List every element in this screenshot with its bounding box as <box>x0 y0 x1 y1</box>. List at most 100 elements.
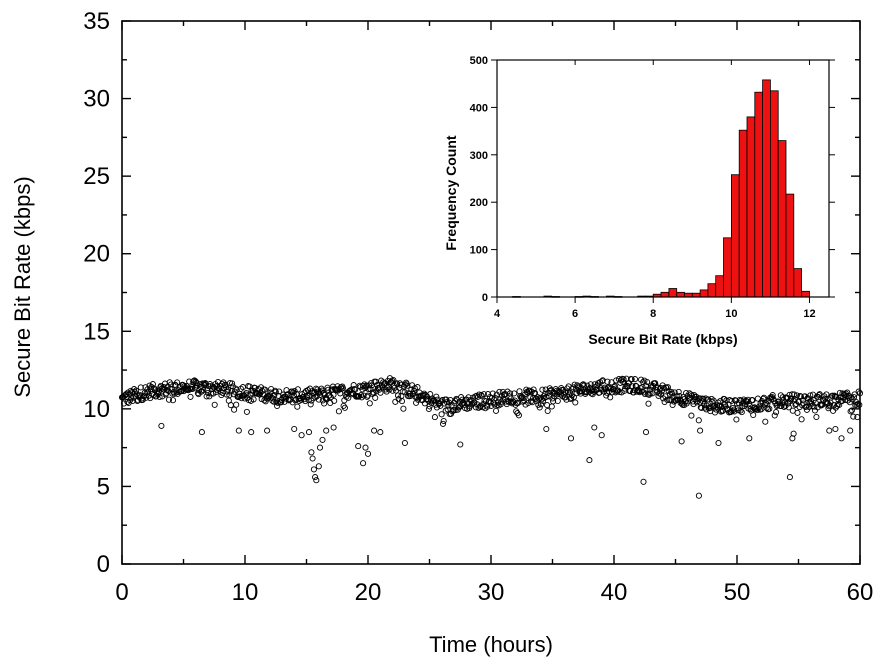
data-point <box>231 406 238 413</box>
data-point <box>628 376 635 383</box>
outlier-point <box>309 455 316 462</box>
data-point <box>270 398 277 405</box>
outlier-point <box>640 478 647 485</box>
data-point <box>647 390 654 397</box>
data-point <box>738 409 745 416</box>
outlier-point <box>591 424 598 431</box>
data-point <box>261 386 269 393</box>
data-point <box>838 398 845 405</box>
data-point <box>330 391 337 398</box>
data-point <box>398 398 406 405</box>
outlier-point <box>457 441 464 448</box>
data-point <box>685 398 692 405</box>
inset-y-axis-label: Frequency Count <box>443 135 459 250</box>
histogram-bar <box>746 116 756 298</box>
data-point <box>380 381 387 388</box>
main-scatter-points <box>118 375 864 499</box>
data-point <box>844 389 851 396</box>
data-point <box>128 394 135 401</box>
data-point <box>531 389 539 397</box>
data-point <box>820 396 827 403</box>
inset-y-tick-label: 200 <box>470 197 488 209</box>
outlier-point <box>316 444 324 451</box>
data-point <box>351 386 359 393</box>
data-point <box>433 393 440 400</box>
data-point <box>624 383 631 390</box>
main-y-tick-label: 30 <box>83 86 110 113</box>
data-point <box>695 417 702 424</box>
outlier-point <box>248 429 255 436</box>
data-point <box>696 395 703 402</box>
outlier-point <box>355 443 362 450</box>
data-point <box>645 400 652 407</box>
histogram-bar <box>715 275 724 298</box>
data-point <box>575 384 582 391</box>
histogram-bar <box>801 290 810 298</box>
main-x-tick-label: 20 <box>355 579 382 606</box>
data-point <box>511 390 518 397</box>
outlier-point <box>642 429 650 436</box>
data-point <box>807 392 814 399</box>
data-point <box>643 386 650 393</box>
data-point <box>364 393 371 400</box>
data-point <box>307 401 314 408</box>
outlier-point <box>567 435 575 442</box>
data-point <box>847 408 854 415</box>
data-point <box>372 394 379 401</box>
data-point <box>315 388 322 395</box>
outlier-point <box>598 432 605 439</box>
data-point <box>591 381 598 388</box>
data-point <box>797 392 804 400</box>
data-point <box>652 380 659 387</box>
outlier-point <box>678 438 685 445</box>
data-point <box>397 381 404 388</box>
outlier-point <box>401 439 408 447</box>
data-point <box>272 387 279 394</box>
data-point <box>778 402 785 410</box>
outlier-point <box>838 435 845 442</box>
data-point <box>400 405 407 412</box>
data-point <box>329 386 336 393</box>
inset-plot-frame <box>496 59 830 298</box>
data-point <box>854 400 862 407</box>
data-point <box>556 388 563 395</box>
outlier-point <box>198 429 205 436</box>
main-x-tick-label: 60 <box>847 579 874 606</box>
data-point <box>793 392 800 399</box>
data-point <box>728 397 735 404</box>
outlier-point <box>291 425 298 433</box>
data-point <box>174 379 181 386</box>
data-point <box>317 389 324 396</box>
data-point <box>165 396 173 403</box>
data-point <box>733 416 740 423</box>
data-point <box>335 408 342 415</box>
inset-x-tick-label: 6 <box>572 308 578 320</box>
data-point <box>615 387 622 394</box>
inset-y-tick-label: 100 <box>470 245 488 257</box>
data-point <box>766 405 773 412</box>
outlier-point <box>235 427 242 434</box>
outlier-point <box>364 450 372 457</box>
data-point <box>290 389 297 396</box>
data-point <box>794 409 801 416</box>
histogram-bar <box>660 291 670 298</box>
data-point <box>520 394 527 402</box>
data-point <box>366 400 373 407</box>
main-x-tick-label: 0 <box>115 579 128 606</box>
data-point <box>572 399 579 406</box>
data-point <box>607 394 614 401</box>
histogram-bar <box>785 193 795 298</box>
data-point <box>676 393 683 400</box>
data-point <box>229 380 236 387</box>
data-point <box>501 391 508 399</box>
data-point <box>241 395 248 402</box>
data-point <box>414 384 421 391</box>
data-point <box>536 404 543 411</box>
data-point <box>156 393 163 401</box>
data-point <box>769 392 776 399</box>
data-point <box>492 407 500 414</box>
data-point <box>478 393 485 400</box>
main-y-tick-label: 5 <box>97 473 110 500</box>
data-point <box>401 389 408 396</box>
